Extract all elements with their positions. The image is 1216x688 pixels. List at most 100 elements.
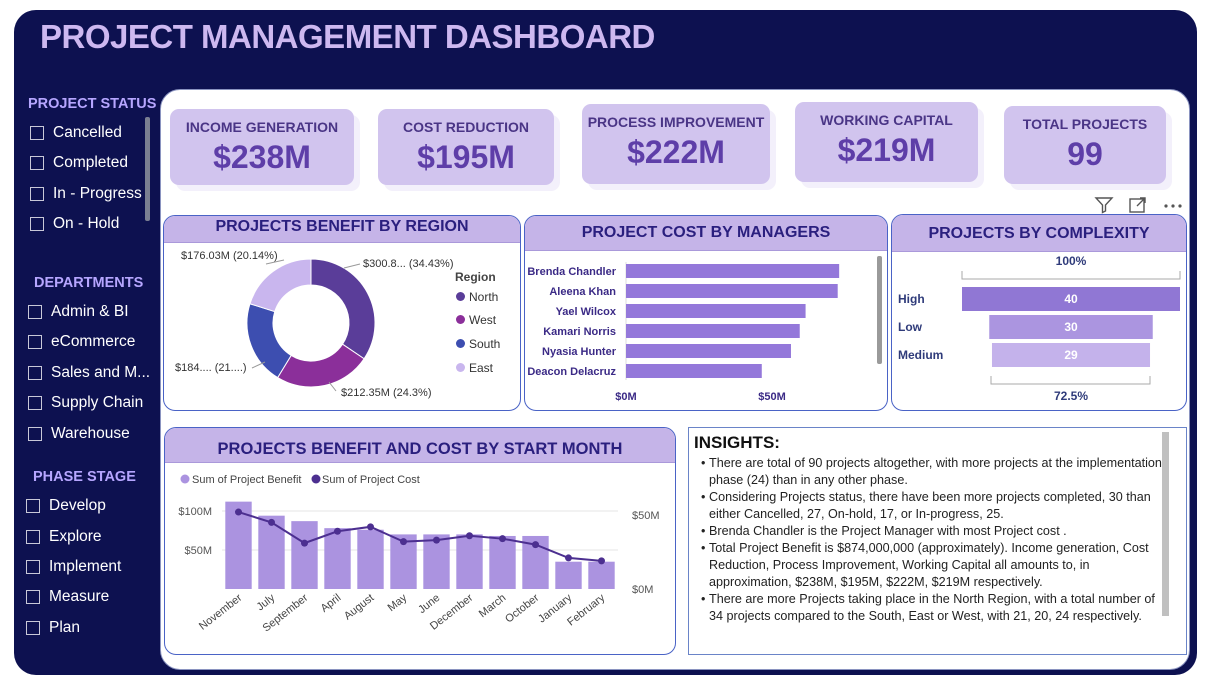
- donut-label-west: $212.35M (24.3%): [341, 387, 432, 399]
- month-combo-chart[interactable]: Sum of Project Benefit Sum of Project Cos…: [165, 428, 675, 654]
- status-completed-checkbox[interactable]: Completed: [30, 154, 128, 172]
- more-options-icon[interactable]: [1162, 196, 1184, 216]
- filter-icon[interactable]: [1093, 196, 1115, 216]
- checkbox-box[interactable]: [26, 590, 40, 604]
- status-cancelled-checkbox[interactable]: Cancelled: [30, 124, 122, 142]
- funnel-bracket-top: [961, 271, 1181, 280]
- legend-item-west[interactable]: West: [456, 313, 496, 327]
- x-tick-label: October: [503, 592, 541, 626]
- leader-line: [328, 381, 337, 392]
- benefit-bar: [357, 529, 384, 589]
- checkbox-box[interactable]: [30, 126, 44, 140]
- donut-label-east: $176.03M (20.14%): [181, 250, 278, 262]
- legend-title: Region: [455, 270, 496, 284]
- insights-panel: INSIGHTS: There are total of 90 projects…: [688, 427, 1187, 655]
- legend-item-north[interactable]: North: [456, 290, 498, 304]
- legend-label-cost: Sum of Project Cost: [322, 474, 420, 486]
- kpi-value: $222M: [627, 134, 725, 170]
- benefit-by-region-panel[interactable]: PROJECTS BENEFIT BY REGION $176.03M (20.…: [163, 215, 521, 411]
- donut-slice-east: [249, 258, 312, 313]
- project-status-heading: PROJECT STATUS: [28, 96, 157, 112]
- phase-plan-checkbox[interactable]: Plan: [26, 619, 80, 637]
- manager-label: Aleena Khan: [549, 286, 616, 298]
- phase-explore-checkbox[interactable]: Explore: [26, 528, 102, 546]
- funnel-bar-medium: [991, 343, 1151, 367]
- phase-measure-checkbox[interactable]: Measure: [26, 588, 109, 606]
- checkbox-box[interactable]: [28, 305, 42, 319]
- donut-label-north: $300.8... (34.43%): [363, 258, 454, 270]
- dept-supply-chain-checkbox[interactable]: Supply Chain: [28, 394, 143, 412]
- cost-by-managers-panel[interactable]: PROJECT COST BY MANAGERS Brenda Chandler…: [524, 215, 888, 411]
- phase-develop-checkbox[interactable]: Develop: [26, 497, 106, 515]
- cost-point: [499, 535, 506, 543]
- x-tick-label: April: [319, 592, 344, 615]
- managers-scrollbar[interactable]: [877, 256, 882, 364]
- insights-heading: INSIGHTS:: [694, 433, 780, 452]
- legend-dot-cost: [311, 474, 321, 484]
- manager-bar: [626, 344, 791, 358]
- checkbox-box[interactable]: [30, 187, 44, 201]
- funnel-bar-high: [962, 287, 1180, 311]
- dept-sales-checkbox[interactable]: Sales and M...: [28, 364, 150, 382]
- funnel-category-label: Medium: [898, 348, 943, 362]
- by-complexity-panel[interactable]: PROJECTS BY COMPLEXITY 100% High 40 Low 30 Me…: [891, 214, 1187, 411]
- status-scrollbar[interactable]: [145, 117, 150, 221]
- kpi-working-capital: WORKING CAPITAL $219M: [795, 102, 978, 182]
- focus-mode-icon[interactable]: [1127, 196, 1149, 216]
- status-in-progress-checkbox[interactable]: In - Progress: [30, 185, 142, 203]
- x-tick-label: August: [342, 592, 376, 623]
- manager-bar: [626, 264, 840, 278]
- x-tick-label: July: [255, 592, 278, 614]
- phase-stage-heading: PHASE STAGE: [33, 469, 136, 485]
- checkbox-box[interactable]: [30, 156, 44, 170]
- departments-heading: DEPARTMENTS: [34, 275, 144, 291]
- manager-label: Nyasia Hunter: [542, 346, 617, 358]
- checkbox-box[interactable]: [30, 217, 44, 231]
- legend-label-benefit: Sum of Project Benefit: [192, 474, 301, 486]
- kpi-cost-reduction: COST REDUCTION $195M: [378, 109, 554, 185]
- cost-point: [334, 527, 341, 535]
- checkbox-box[interactable]: [28, 335, 42, 349]
- manager-label: Deacon Delacruz: [527, 366, 616, 378]
- kpi-value: $219M: [837, 132, 936, 168]
- insight-item: Total Project Benefit is $874,000,000 (a…: [701, 540, 1171, 591]
- funnel-value-label: 40: [1064, 292, 1078, 306]
- benefit-cost-by-month-panel[interactable]: PROJECTS BENEFIT AND COST BY START MONTH…: [164, 427, 676, 655]
- checkbox-box[interactable]: [28, 427, 42, 441]
- insight-item: There are more Projects taking place in …: [701, 591, 1171, 625]
- donut-slice-west: [276, 343, 365, 388]
- cost-point: [466, 532, 473, 540]
- cost-point: [598, 557, 605, 565]
- cost-point: [235, 508, 242, 516]
- benefit-bar: [588, 561, 615, 589]
- panel-header: PROJECTS BENEFIT BY REGION: [164, 216, 520, 243]
- insights-scrollbar[interactable]: [1162, 432, 1169, 616]
- legend-item-east[interactable]: East: [456, 361, 493, 375]
- checkbox-box[interactable]: [26, 499, 40, 513]
- dept-ecommerce-checkbox[interactable]: eCommerce: [28, 333, 135, 351]
- checkbox-box[interactable]: [26, 621, 40, 635]
- donut-label-south: $184.... (21....): [175, 362, 247, 374]
- y-tick-right: $50M: [632, 510, 660, 522]
- region-donut-chart[interactable]: [164, 216, 520, 410]
- cost-line: [238, 511, 602, 562]
- status-on-hold-checkbox[interactable]: On - Hold: [30, 215, 119, 233]
- checkbox-box[interactable]: [28, 366, 42, 380]
- manager-bar: [626, 304, 806, 318]
- dept-warehouse-checkbox[interactable]: Warehouse: [28, 425, 130, 443]
- funnel-bar-low: [989, 315, 1153, 339]
- dept-admin-bi-checkbox[interactable]: Admin & BI: [28, 303, 129, 321]
- y-tick-left: $100M: [178, 506, 212, 518]
- checkbox-box[interactable]: [26, 530, 40, 544]
- checkbox-box[interactable]: [28, 396, 42, 410]
- benefit-bar: [291, 521, 318, 589]
- kpi-total-projects: TOTAL PROJECTS 99: [1004, 106, 1166, 184]
- managers-bar-chart[interactable]: Brenda Chandler Aleena Khan Yael Wilcox Kam…: [525, 216, 887, 410]
- phase-implement-checkbox[interactable]: Implement: [26, 558, 121, 576]
- checkbox-box[interactable]: [26, 560, 40, 574]
- y-tick-left: $50M: [184, 545, 212, 557]
- panel-header: PROJECTS BENEFIT AND COST BY START MONTH: [165, 428, 675, 463]
- complexity-funnel-chart[interactable]: 100% High 40 Low 30 Medium 29 72.5%: [892, 215, 1186, 410]
- legend-dot: [456, 363, 465, 372]
- legend-item-south[interactable]: South: [456, 337, 500, 351]
